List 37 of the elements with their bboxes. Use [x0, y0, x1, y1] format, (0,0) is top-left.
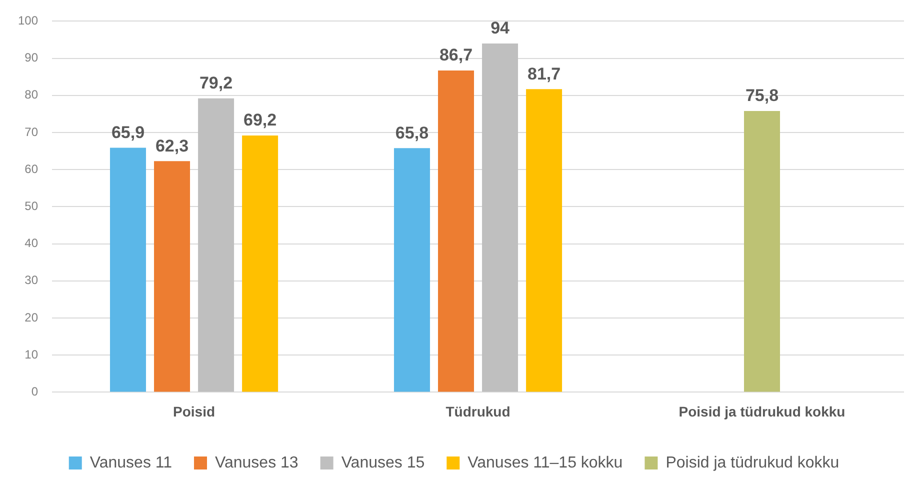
x-tick-label: Poisid [173, 403, 216, 420]
bar [526, 89, 562, 392]
data-label: 94 [490, 18, 510, 38]
bar [198, 98, 234, 392]
data-label: 65,9 [111, 122, 145, 142]
y-tick-label: 80 [24, 88, 38, 102]
y-tick-label: 50 [24, 199, 38, 214]
bar [482, 43, 518, 392]
legend-label: Poisid ja tüdrukud kokku [666, 454, 840, 472]
data-label: 79,2 [199, 74, 233, 93]
y-tick-label: 20 [24, 310, 38, 324]
y-tick-label: 40 [24, 236, 38, 250]
legend-label: Vanuses 11 [90, 454, 172, 472]
bar [242, 135, 278, 392]
data-label: 69,2 [244, 110, 277, 130]
y-tick-label: 60 [24, 162, 38, 176]
legend-label: Vanuses 13 [214, 454, 298, 472]
data-label: 75,8 [745, 86, 779, 106]
bar [438, 70, 474, 392]
legend-label: Vanuses 11–15 kokku [468, 454, 623, 472]
y-tick-label: 100 [18, 14, 38, 28]
y-tick-label: 90 [24, 50, 38, 65]
legend-label: Vanuses 15 [341, 454, 425, 472]
data-label: 65,8 [395, 123, 429, 142]
x-tick-label: Tüdrukud [446, 403, 510, 420]
y-tick-label: 70 [24, 124, 38, 139]
bar [394, 148, 430, 392]
y-tick-label: 10 [24, 347, 38, 362]
data-label: 86,7 [439, 46, 473, 65]
data-label: 62,3 [155, 136, 189, 156]
x-tick-label: Poisid ja tüdrukud kokku [678, 403, 846, 420]
y-tick-label: 30 [24, 273, 38, 288]
bar [744, 110, 780, 392]
bar [110, 148, 146, 392]
bar [154, 161, 190, 392]
y-tick-label: 0 [31, 384, 38, 399]
data-label: 81,7 [527, 64, 561, 84]
